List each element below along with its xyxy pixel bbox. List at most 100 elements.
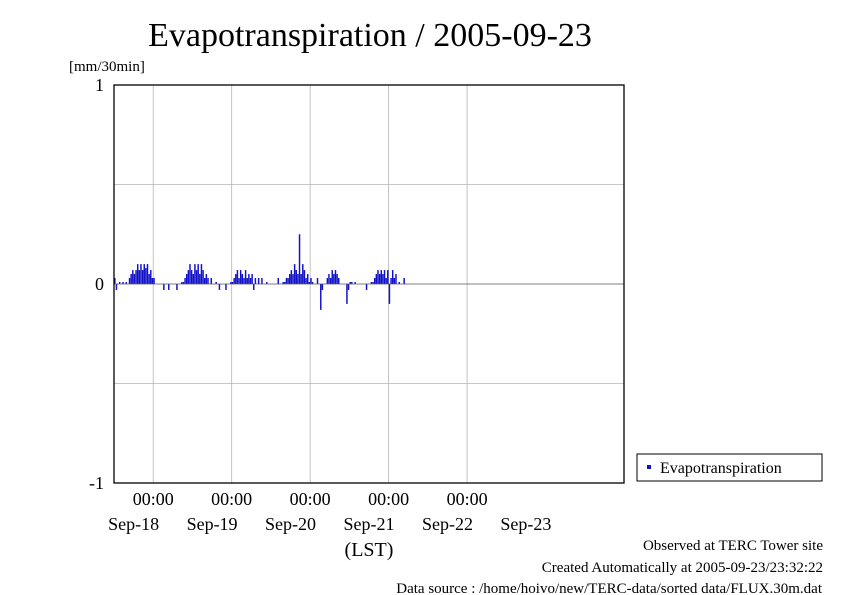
data-bar — [293, 264, 296, 284]
data-bar — [295, 270, 297, 284]
data-bar — [249, 278, 252, 284]
observed-note: Observed at TERC Tower site — [643, 538, 823, 554]
data-bar — [210, 278, 212, 284]
data-bar — [292, 274, 294, 284]
data-bar — [254, 278, 257, 284]
data-bar — [235, 274, 237, 284]
data-bar — [375, 274, 378, 284]
data-bar — [333, 274, 335, 284]
data-bar — [150, 270, 152, 284]
data-bar — [395, 274, 397, 284]
data-bar — [132, 270, 134, 284]
data-bar — [225, 284, 227, 290]
data-bar — [380, 270, 382, 284]
data-bar — [199, 274, 201, 284]
data-bar — [390, 278, 392, 284]
data-bar — [351, 282, 353, 284]
data-bar — [122, 282, 124, 284]
data-bar — [192, 274, 195, 284]
data-bar — [261, 278, 263, 284]
data-bar — [385, 278, 387, 284]
data-bar — [133, 274, 136, 284]
data-bar — [233, 278, 235, 284]
x-date-label: Sep-20 — [265, 514, 316, 534]
data-bar — [238, 278, 240, 284]
data-bar — [115, 284, 118, 290]
data-bar — [316, 278, 319, 284]
data-bar — [195, 270, 198, 284]
x-tick-time-label: 00:00 — [368, 489, 409, 509]
data-bar — [338, 278, 340, 284]
y-tick-label-zero: 0 — [95, 274, 104, 294]
data-bar — [181, 282, 183, 284]
data-bar — [114, 278, 116, 284]
data-bar — [287, 278, 289, 284]
data-bar — [148, 274, 150, 284]
data-bar — [128, 278, 131, 284]
data-bar — [189, 264, 191, 284]
data-bar — [334, 270, 337, 284]
data-bar — [125, 282, 127, 284]
data-bar — [329, 278, 332, 284]
data-bar — [277, 278, 280, 284]
x-axis-label: (LST) — [345, 539, 394, 561]
data-bar — [300, 274, 302, 284]
y-tick-label-bottom: -1 — [89, 473, 104, 493]
data-bar — [310, 278, 312, 284]
data-bar — [373, 278, 376, 284]
data-bar — [118, 282, 121, 284]
chart-title: Evapotranspiration / 2005-09-23 — [148, 17, 592, 54]
data-bar — [306, 274, 309, 284]
x-tick-time-label: 00:00 — [133, 489, 174, 509]
data-bar — [331, 270, 333, 284]
x-time-labels: 00:00 00:00 00:00 00:00 00:00 — [133, 489, 488, 509]
data-bar — [321, 284, 324, 290]
data-bar — [186, 274, 188, 284]
data-bar — [382, 274, 384, 284]
data-bar — [143, 264, 145, 284]
data-bar — [298, 234, 301, 284]
data-bar — [302, 264, 304, 284]
data-bar — [303, 270, 306, 284]
data-bar — [239, 270, 242, 284]
data-bar — [140, 264, 142, 284]
data-bar — [197, 264, 199, 284]
data-bar — [243, 278, 245, 284]
data-bar — [336, 274, 338, 284]
data-bar — [187, 270, 190, 284]
y-tick-label-top: 1 — [95, 75, 104, 95]
plot-frame — [113, 84, 625, 484]
data-bar — [205, 274, 208, 284]
x-tick-time-label: 00:00 — [290, 489, 331, 509]
data-bar — [365, 284, 368, 290]
data-bar — [153, 278, 155, 284]
data-bar — [246, 278, 248, 284]
x-date-labels: Sep-18 Sep-19 Sep-20 Sep-21 Sep-22 Sep-23 — [108, 514, 551, 534]
data-bar — [377, 270, 379, 284]
created-note: Created Automatically at 2005-09-23/23:3… — [542, 560, 823, 576]
x-date-label: Sep-18 — [108, 514, 159, 534]
data-bar — [244, 270, 247, 284]
bar-series — [114, 234, 405, 310]
data-bar — [200, 264, 203, 284]
data-bar — [248, 274, 250, 284]
data-bar — [372, 282, 374, 284]
data-bar — [347, 284, 350, 290]
data-bar — [297, 274, 299, 284]
data-bar — [398, 282, 400, 284]
x-date-label: Sep-23 — [500, 514, 551, 534]
data-bar — [190, 270, 193, 284]
data-bar — [215, 282, 217, 284]
data-bar — [346, 284, 348, 304]
y-axis-unit-label: [mm/30min] — [69, 59, 145, 75]
data-bar — [257, 278, 260, 284]
data-bar — [378, 274, 381, 284]
data-bar — [151, 278, 154, 284]
data-bar — [387, 270, 389, 284]
data-bar — [168, 284, 170, 290]
data-bar — [145, 268, 147, 284]
legend-label: Evapotranspiration — [660, 460, 782, 477]
x-tick-time-label: 00:00 — [211, 489, 252, 509]
data-bar — [231, 282, 234, 284]
data-bar — [136, 264, 139, 284]
